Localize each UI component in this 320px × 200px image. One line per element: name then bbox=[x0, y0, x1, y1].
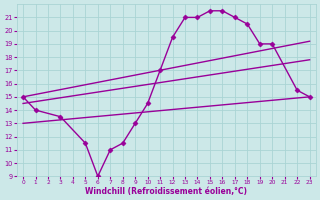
X-axis label: Windchill (Refroidissement éolien,°C): Windchill (Refroidissement éolien,°C) bbox=[85, 187, 247, 196]
